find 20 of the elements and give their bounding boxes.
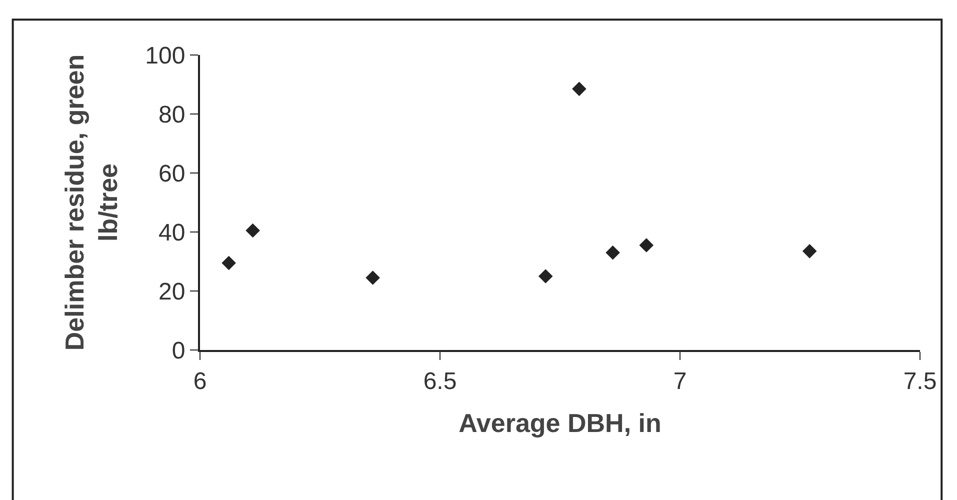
x-tick-label: 7.5 [903,368,937,395]
point [538,269,553,284]
point [639,238,654,252]
point [246,223,260,238]
y-axis-title: Delimber residue, green lb/tree [59,54,124,351]
y-tick-label: 60 [158,160,186,188]
x-tick-label: 6.5 [423,368,457,395]
point [802,244,817,258]
y-tick-label: 40 [158,219,186,246]
point [572,82,586,96]
y-tick-label: 20 [158,278,186,306]
y-tick-label: 80 [158,101,186,128]
point [366,270,380,285]
y-tick-label: 0 [172,337,186,364]
y-tick-label: 100 [145,42,186,70]
point [606,246,620,260]
x-axis-title: Average DBH, in [458,408,662,438]
x-tick-label: 6 [193,368,207,395]
point [222,256,236,270]
x-tick-label: 7 [673,368,687,395]
